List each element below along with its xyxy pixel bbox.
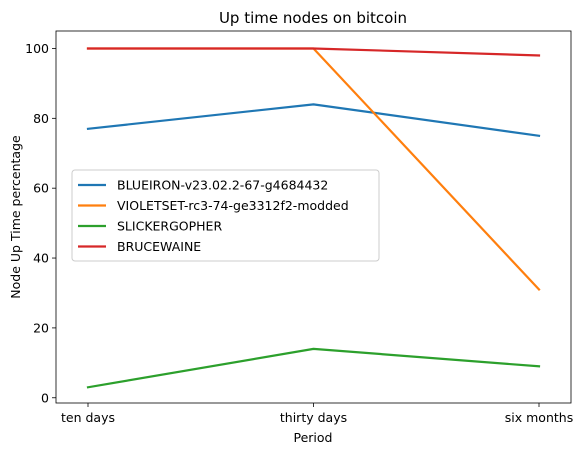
legend-box <box>71 169 380 262</box>
legend-label: BRUCEWAINE <box>117 239 201 254</box>
x-tick-label: ten days <box>61 410 115 425</box>
legend-label: VIOLETSET-rc3-74-ge3312f2-modded <box>117 198 349 213</box>
y-tick-label: 80 <box>33 111 49 126</box>
y-tick-label: 60 <box>33 181 49 196</box>
y-tick-label: 100 <box>25 41 49 56</box>
y-tick-label: 20 <box>33 320 49 335</box>
y-axis: 0 20 40 60 80 100 <box>25 41 56 405</box>
legend: BLUEIRON-v23.02.2-67-g4684432 VIOLETSET-r… <box>71 169 380 262</box>
legend-label: SLICKERGOPHER <box>117 219 222 234</box>
legend-label: BLUEIRON-v23.02.2-67-g4684432 <box>117 178 328 193</box>
series-line-4 <box>86 47 541 57</box>
series-line-3 <box>86 347 541 389</box>
y-tick-label: 40 <box>33 251 49 266</box>
x-tick-label: six months <box>505 410 573 425</box>
x-tick-label: thirty days <box>280 410 347 425</box>
series-line-1 <box>86 103 541 138</box>
y-axis-label: Node Up Time percentage <box>8 135 23 299</box>
chart-title: Up time nodes on bitcoin <box>219 9 407 27</box>
series-lines <box>86 47 541 389</box>
y-tick-label: 0 <box>41 390 49 405</box>
x-axis: ten days thirty days six months <box>61 403 573 425</box>
x-axis-label: Period <box>294 430 333 445</box>
